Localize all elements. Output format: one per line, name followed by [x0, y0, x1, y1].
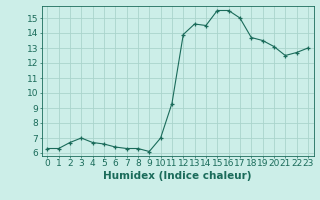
X-axis label: Humidex (Indice chaleur): Humidex (Indice chaleur): [103, 171, 252, 181]
